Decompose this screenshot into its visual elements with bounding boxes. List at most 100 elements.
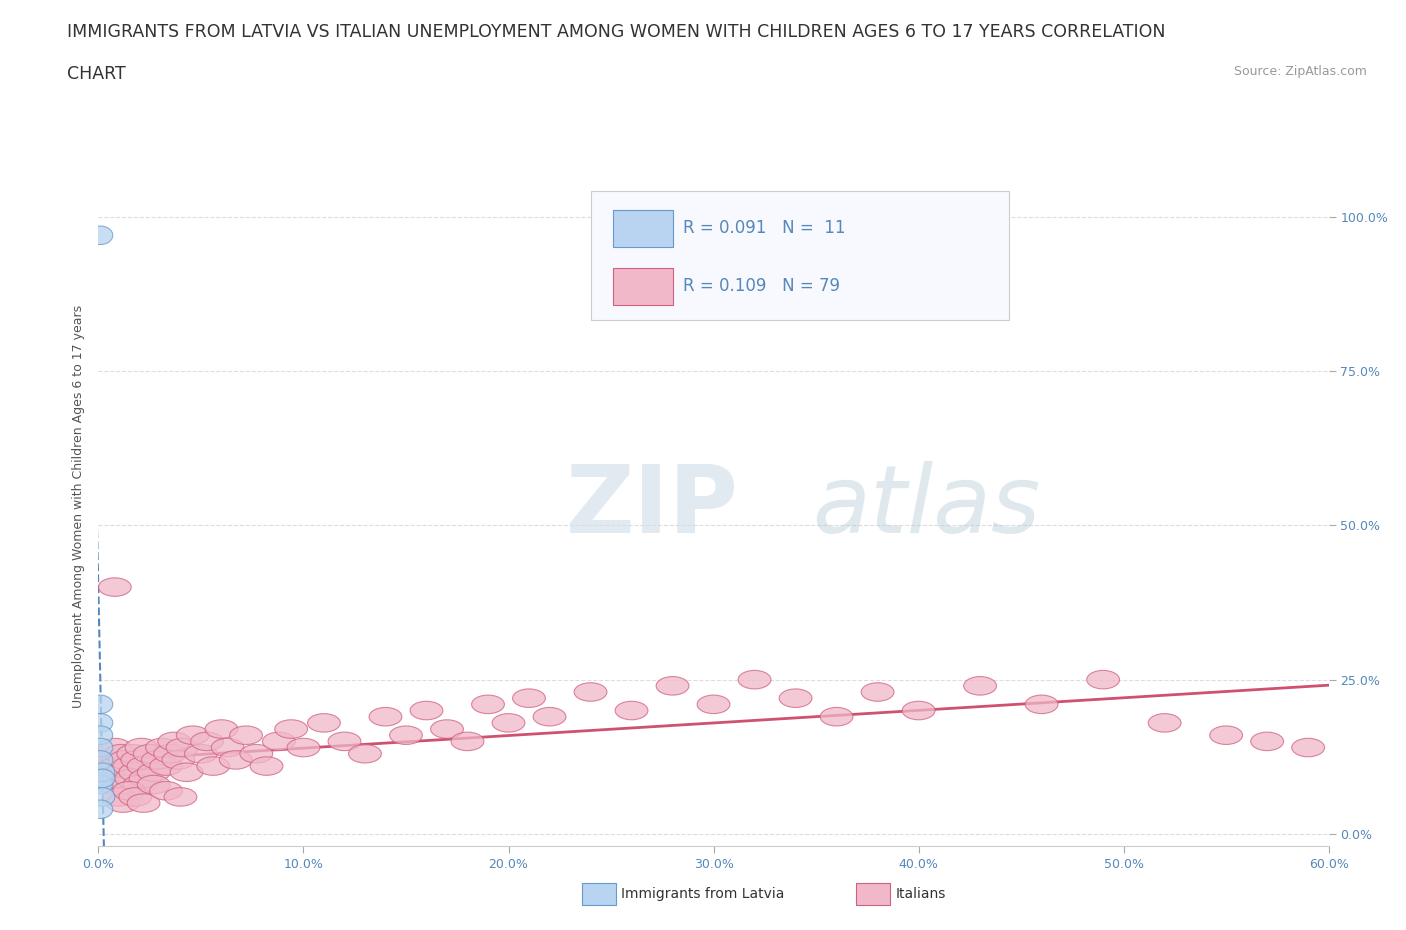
Text: R = 0.091   N =  11: R = 0.091 N = 11 [683, 219, 845, 237]
Ellipse shape [89, 751, 112, 769]
Ellipse shape [1251, 732, 1284, 751]
Ellipse shape [138, 763, 170, 781]
Ellipse shape [103, 788, 135, 806]
Ellipse shape [211, 738, 245, 757]
Ellipse shape [328, 732, 361, 751]
Text: R = 0.109   N = 79: R = 0.109 N = 79 [683, 277, 839, 295]
Ellipse shape [149, 781, 183, 800]
Text: Italians: Italians [896, 886, 946, 901]
Ellipse shape [162, 751, 195, 769]
Ellipse shape [146, 738, 179, 757]
Ellipse shape [697, 695, 730, 713]
Ellipse shape [616, 701, 648, 720]
FancyBboxPatch shape [591, 192, 1010, 320]
Ellipse shape [738, 671, 770, 689]
Ellipse shape [89, 800, 112, 818]
Ellipse shape [107, 763, 139, 781]
Ellipse shape [513, 689, 546, 708]
Ellipse shape [820, 708, 853, 726]
Ellipse shape [240, 745, 273, 763]
Ellipse shape [274, 720, 308, 738]
Ellipse shape [127, 757, 160, 776]
Ellipse shape [98, 578, 131, 596]
Ellipse shape [89, 776, 112, 794]
Ellipse shape [112, 757, 146, 776]
Ellipse shape [89, 226, 112, 245]
Ellipse shape [533, 708, 567, 726]
Ellipse shape [176, 726, 209, 745]
Ellipse shape [120, 763, 152, 781]
Ellipse shape [89, 738, 112, 757]
Ellipse shape [90, 769, 115, 788]
Ellipse shape [574, 683, 607, 701]
Ellipse shape [142, 751, 174, 769]
Ellipse shape [90, 763, 115, 781]
Ellipse shape [471, 695, 505, 713]
Ellipse shape [149, 757, 183, 776]
Ellipse shape [90, 788, 115, 806]
Ellipse shape [1209, 726, 1243, 745]
Ellipse shape [411, 701, 443, 720]
Ellipse shape [89, 695, 112, 713]
Ellipse shape [862, 683, 894, 701]
Ellipse shape [349, 745, 381, 763]
Ellipse shape [89, 713, 112, 732]
Ellipse shape [153, 745, 187, 763]
Ellipse shape [100, 757, 134, 776]
Ellipse shape [205, 720, 238, 738]
Ellipse shape [157, 732, 191, 751]
Ellipse shape [191, 732, 224, 751]
Ellipse shape [219, 751, 252, 769]
Ellipse shape [138, 776, 170, 794]
Ellipse shape [103, 769, 135, 788]
Ellipse shape [1149, 713, 1181, 732]
Y-axis label: Unemployment Among Women with Children Ages 6 to 17 years: Unemployment Among Women with Children A… [72, 305, 86, 709]
Ellipse shape [108, 751, 142, 769]
Ellipse shape [308, 713, 340, 732]
Ellipse shape [89, 726, 112, 745]
Text: Immigrants from Latvia: Immigrants from Latvia [621, 886, 785, 901]
Ellipse shape [184, 745, 218, 763]
Ellipse shape [115, 769, 148, 788]
Text: ZIP: ZIP [567, 461, 738, 552]
Ellipse shape [229, 726, 263, 745]
Ellipse shape [492, 713, 524, 732]
Ellipse shape [963, 677, 997, 695]
Ellipse shape [112, 781, 146, 800]
Ellipse shape [1087, 671, 1119, 689]
Ellipse shape [93, 763, 125, 781]
Text: atlas: atlas [813, 461, 1040, 552]
Ellipse shape [1292, 738, 1324, 757]
Ellipse shape [451, 732, 484, 751]
Text: IMMIGRANTS FROM LATVIA VS ITALIAN UNEMPLOYMENT AMONG WOMEN WITH CHILDREN AGES 6 : IMMIGRANTS FROM LATVIA VS ITALIAN UNEMPL… [67, 23, 1166, 41]
Ellipse shape [197, 757, 229, 776]
Ellipse shape [903, 701, 935, 720]
Ellipse shape [98, 738, 131, 757]
Ellipse shape [97, 776, 129, 794]
Ellipse shape [124, 776, 156, 794]
Ellipse shape [263, 732, 295, 751]
Ellipse shape [121, 751, 153, 769]
Ellipse shape [129, 769, 162, 788]
Ellipse shape [287, 738, 321, 757]
Ellipse shape [111, 776, 143, 794]
Ellipse shape [165, 788, 197, 806]
Ellipse shape [120, 788, 152, 806]
Ellipse shape [166, 738, 198, 757]
Ellipse shape [117, 745, 149, 763]
Ellipse shape [127, 794, 160, 813]
Ellipse shape [250, 757, 283, 776]
Ellipse shape [1025, 695, 1059, 713]
FancyBboxPatch shape [613, 210, 673, 246]
Ellipse shape [170, 763, 202, 781]
Ellipse shape [104, 745, 138, 763]
Ellipse shape [125, 738, 157, 757]
Ellipse shape [657, 677, 689, 695]
Ellipse shape [370, 708, 402, 726]
Ellipse shape [94, 751, 127, 769]
Ellipse shape [430, 720, 464, 738]
Ellipse shape [107, 794, 139, 813]
Ellipse shape [389, 726, 422, 745]
Text: Source: ZipAtlas.com: Source: ZipAtlas.com [1233, 65, 1367, 78]
Text: CHART: CHART [67, 65, 127, 83]
